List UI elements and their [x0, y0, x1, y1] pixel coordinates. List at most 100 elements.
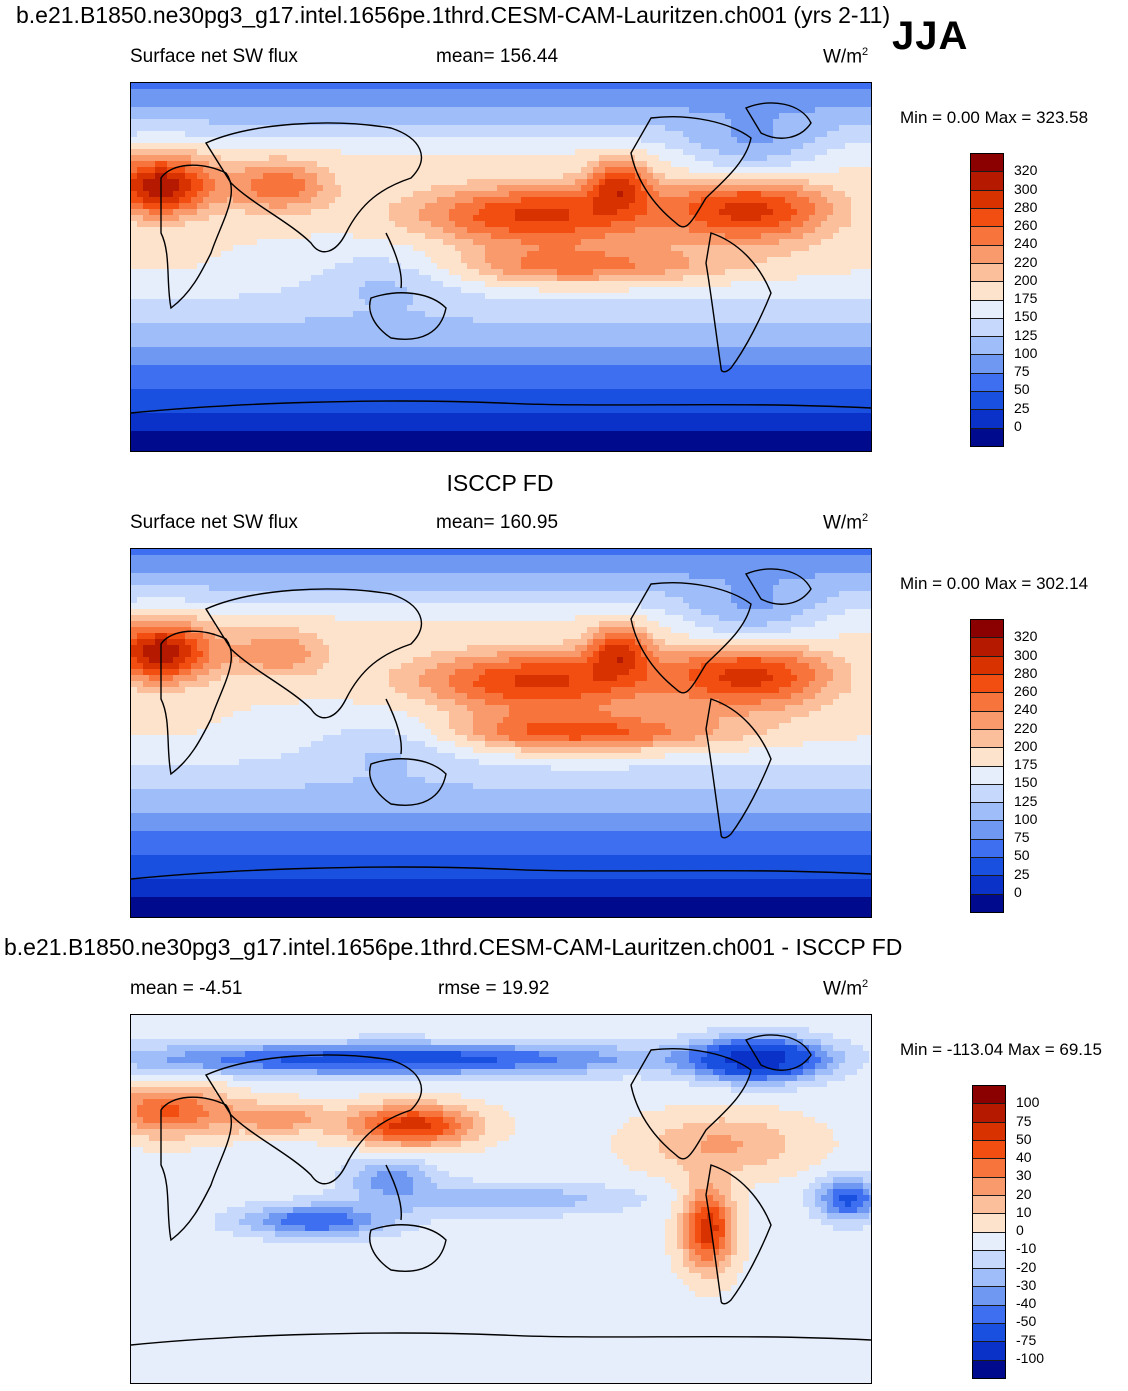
colorbar-swatch	[973, 1195, 1005, 1215]
panel2-contour-field	[131, 549, 871, 917]
colorbar-swatch	[971, 318, 1003, 338]
colorbar-swatch	[971, 263, 1003, 283]
colorbar-tick-label: 125	[1014, 327, 1037, 343]
colorbar-swatch	[971, 428, 1003, 446]
colorbar-swatch	[971, 227, 1003, 246]
colorbar-swatch	[973, 1140, 1005, 1160]
colorbar-swatch	[973, 1287, 1005, 1306]
panel2-variable: Surface net SW flux	[130, 512, 298, 534]
panel3-rmse: rmse = 19.92	[438, 978, 549, 1000]
colorbar-tick-label: 100	[1014, 345, 1037, 361]
colorbar-swatch	[971, 821, 1003, 840]
colorbar-tick-label: -50	[1016, 1313, 1036, 1329]
colorbar-swatch	[971, 355, 1003, 374]
colorbar-tick-label: 50	[1014, 381, 1030, 397]
panel1-mean: mean= 156.44	[436, 46, 558, 68]
colorbar-swatch	[973, 1177, 1005, 1196]
colorbar-swatch	[971, 766, 1003, 785]
colorbar-swatch	[971, 839, 1003, 859]
colorbar-tick-label: 50	[1016, 1131, 1032, 1147]
colorbar-swatch	[971, 300, 1003, 319]
colorbar-tick-label: 240	[1014, 235, 1037, 251]
colorbar-swatch	[973, 1104, 1005, 1123]
colorbar-swatch	[971, 337, 1003, 356]
colorbar-swatch	[971, 282, 1003, 301]
colorbar-swatch	[971, 154, 1003, 173]
colorbar-swatch	[971, 876, 1003, 895]
colorbar-tick-label: 150	[1014, 774, 1037, 790]
colorbar-tick-label: 175	[1014, 290, 1037, 306]
colorbar-tick-label: 220	[1014, 720, 1037, 736]
colorbar-tick-label: 240	[1014, 701, 1037, 717]
colorbar-tick-label: -75	[1016, 1332, 1036, 1348]
panel3-mean: mean = -4.51	[130, 978, 243, 1000]
colorbar-swatches	[970, 619, 1004, 913]
colorbar-swatch	[971, 894, 1003, 912]
colorbar-tick-label: -40	[1016, 1295, 1036, 1311]
colorbar-swatch	[971, 410, 1003, 429]
colorbar-tick-label: 280	[1014, 199, 1037, 215]
colorbar-swatch	[971, 656, 1003, 675]
colorbar-tick-label: 280	[1014, 665, 1037, 681]
case-title: b.e21.B1850.ne30pg3_g17.intel.1656pe.1th…	[16, 2, 890, 29]
panel2-map	[130, 548, 872, 918]
colorbar-swatch	[973, 1324, 1005, 1343]
colorbar-swatch	[973, 1232, 1005, 1251]
colorbar-swatch	[973, 1250, 1005, 1270]
colorbar-tick-label: 125	[1014, 793, 1037, 809]
panel3-minmax: Min = -113.04 Max = 69.15	[900, 1040, 1102, 1060]
colorbar-swatch	[973, 1342, 1005, 1361]
diff-title: b.e21.B1850.ne30pg3_g17.intel.1656pe.1th…	[4, 934, 902, 961]
colorbar-swatch	[973, 1086, 1005, 1105]
colorbar-tick-label: 30	[1016, 1167, 1032, 1183]
colorbar-tick-label: 150	[1014, 308, 1037, 324]
colorbar-swatch	[973, 1122, 1005, 1141]
colorbar-swatch	[973, 1269, 1005, 1288]
colorbar-tick-label: 300	[1014, 647, 1037, 663]
colorbar-tick-label: 260	[1014, 217, 1037, 233]
panel1-units: W/m2	[823, 46, 868, 68]
colorbar-swatch	[971, 729, 1003, 749]
colorbar-tick-label: 100	[1014, 811, 1037, 827]
panel3-contour-field	[131, 1015, 871, 1383]
colorbar-tick-label: 20	[1016, 1186, 1032, 1202]
panel3-units: W/m2	[823, 978, 868, 1000]
colorbar-tick-label: 260	[1014, 683, 1037, 699]
panel2-minmax: Min = 0.00 Max = 302.14	[900, 574, 1088, 594]
colorbar-tick-label: -30	[1016, 1277, 1036, 1293]
colorbar-tick-label: 75	[1016, 1113, 1032, 1129]
panel1-minmax: Min = 0.00 Max = 323.58	[900, 108, 1088, 128]
colorbar-tick-label: -20	[1016, 1259, 1036, 1275]
colorbar-swatches	[970, 153, 1004, 447]
colorbar-tick-label: 0	[1014, 884, 1022, 900]
colorbar-swatch	[973, 1360, 1005, 1378]
colorbar-tick-label: 175	[1014, 756, 1037, 772]
colorbar-swatch	[971, 392, 1003, 411]
colorbar-swatch	[971, 693, 1003, 712]
colorbar-swatch	[971, 620, 1003, 639]
colorbar-tick-label: 320	[1014, 162, 1037, 178]
colorbar-swatch	[971, 674, 1003, 694]
colorbar-swatch	[973, 1305, 1005, 1325]
colorbar-tick-label: -100	[1016, 1350, 1044, 1366]
colorbar-tick-label: 25	[1014, 400, 1030, 416]
colorbar-swatch	[971, 373, 1003, 393]
colorbar-tick-label: 200	[1014, 272, 1037, 288]
colorbar-tick-label: 200	[1014, 738, 1037, 754]
colorbar-swatch	[971, 711, 1003, 730]
colorbar-tick-label: 320	[1014, 628, 1037, 644]
colorbar-swatch	[971, 245, 1003, 264]
panel3-map	[130, 1014, 872, 1384]
panel2-units: W/m2	[823, 512, 868, 534]
colorbar-swatch	[971, 803, 1003, 822]
colorbar-tick-label: 40	[1016, 1149, 1032, 1165]
colorbar-swatch	[973, 1159, 1005, 1178]
colorbar-tick-label: -10	[1016, 1240, 1036, 1256]
panel1-contour-field	[131, 83, 871, 451]
season-label: JJA	[892, 14, 968, 59]
colorbar-tick-label: 300	[1014, 181, 1037, 197]
colorbar-tick-label: 25	[1014, 866, 1030, 882]
panel1-map	[130, 82, 872, 452]
colorbar-swatch	[971, 784, 1003, 804]
colorbar-tick-label: 0	[1014, 418, 1022, 434]
